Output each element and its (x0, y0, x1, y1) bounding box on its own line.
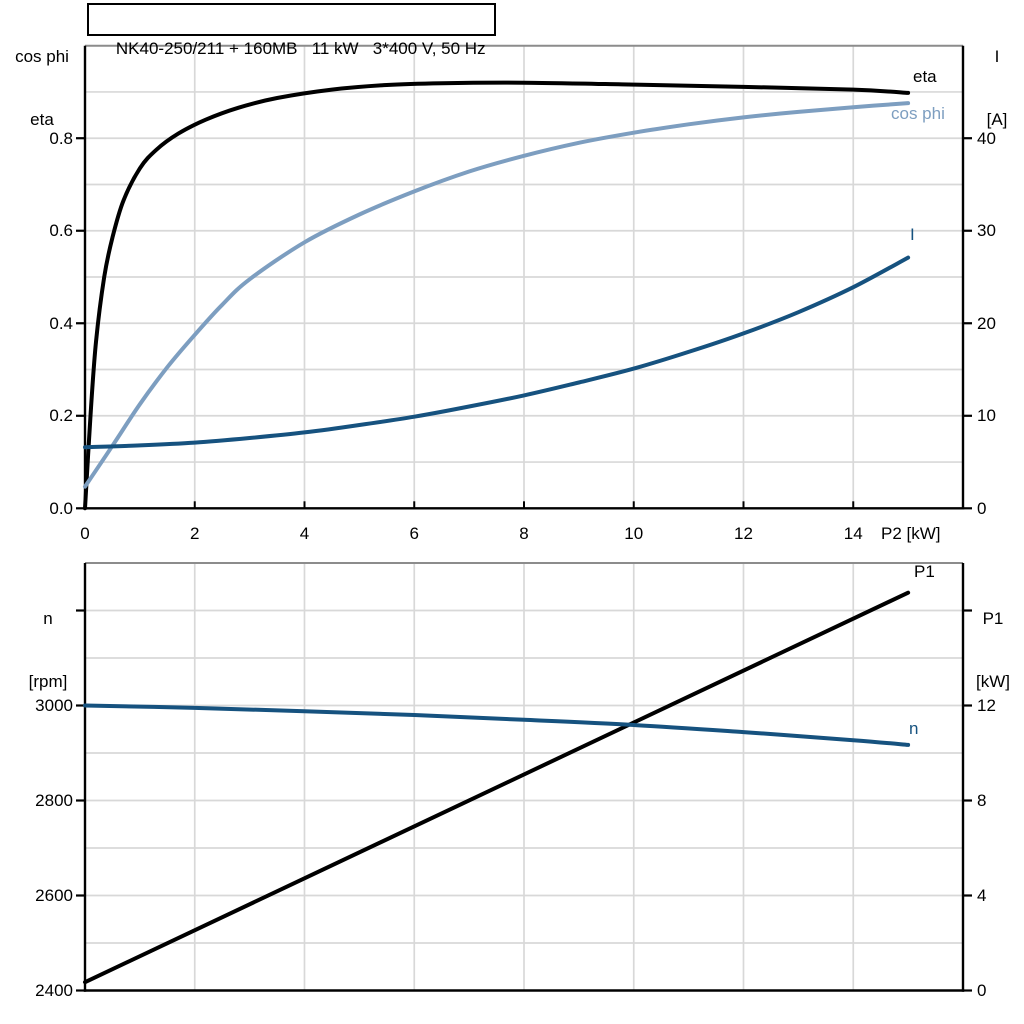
axis-title-cos-phi: cos phi (15, 47, 69, 66)
axis-title-ampere-unit: [A] (986, 110, 1008, 129)
tick-label: 2800 (35, 791, 73, 810)
tick-label: 2600 (35, 886, 73, 905)
tick-label: 6 (409, 524, 419, 543)
axis-title-rpm-unit: [rpm] (28, 672, 68, 691)
curve-label-current: I (910, 225, 915, 244)
axis-title-n: n (43, 609, 53, 628)
tick-label: 14 (843, 524, 863, 543)
tick-label: 4 (977, 886, 987, 905)
tick-label: 0.4 (49, 313, 73, 333)
curve-label-p1: P1 (914, 562, 935, 581)
axis-title-eta: eta (30, 110, 54, 129)
tick-label: 0 (977, 981, 987, 1000)
tick-label: 0.8 (49, 128, 73, 148)
tick-label: 20 (977, 313, 996, 333)
axis-title-current: I (994, 47, 1000, 66)
curve-label-eta: eta (913, 67, 937, 86)
curve-current (83, 255, 911, 450)
chart-title: NK40-250/211 + 160MB 11 kW 3*400 V, 50 H… (115, 39, 486, 58)
tick-label: 0.6 (49, 221, 73, 241)
top-left-axis-title: cos phi eta (6, 4, 78, 172)
curve-label-n: n (909, 719, 919, 738)
top-right-axis-title: I [A] (975, 4, 1019, 172)
tick-label: 12 (734, 524, 753, 543)
axis-title-kw-unit: [kW] (976, 672, 1010, 691)
tick-label: 12 (977, 696, 996, 715)
curve-eta (83, 80, 911, 511)
tick-label: 0 (80, 524, 90, 543)
tick-label: 2400 (35, 981, 73, 1000)
x-axis-title-p2: P2 [kW] (881, 524, 941, 543)
curve-label-cos-phi: cos phi (891, 104, 945, 123)
axis-title-p1: P1 (982, 609, 1004, 628)
tick-label: 0 (977, 498, 987, 518)
tick-label: 10 (977, 406, 996, 426)
curve-cos-phi (83, 101, 911, 489)
chart-title-box: NK40-250/211 + 160MB 11 kW 3*400 V, 50 H… (87, 3, 496, 58)
bottom-left-axis-title: n [rpm] (14, 566, 82, 734)
tick-label: 2 (190, 524, 200, 543)
tick-label: 8 (977, 791, 987, 810)
curve-P1 (83, 590, 911, 985)
tick-label: 10 (624, 524, 644, 543)
curve-n (83, 703, 911, 747)
tick-label: 3000 (35, 696, 73, 715)
tick-label: 8 (519, 524, 529, 543)
tick-label: 40 (977, 128, 996, 148)
tick-label: 0.2 (49, 406, 73, 426)
tick-label: 30 (977, 221, 996, 241)
tick-label: 4 (299, 524, 310, 543)
tick-label: 0.0 (49, 498, 73, 518)
bottom-right-axis-title: P1 [kW] (965, 566, 1021, 734)
